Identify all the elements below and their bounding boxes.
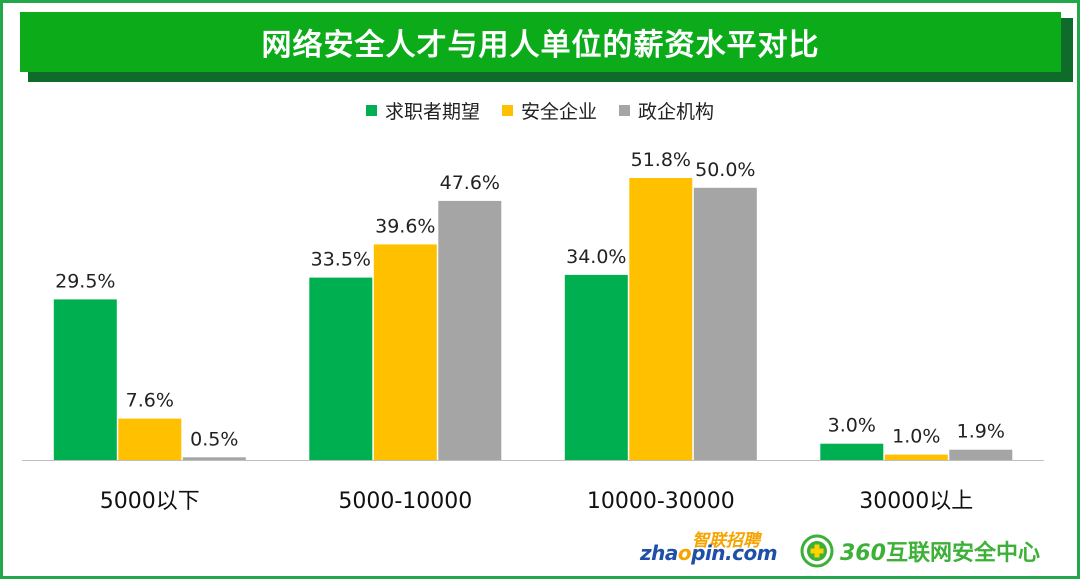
shield-plus-icon: [800, 534, 834, 568]
bar-3-3: [693, 187, 757, 461]
legend-swatch-1: [365, 104, 377, 116]
bar-3-4: [949, 449, 1013, 460]
bar-2-4: [884, 454, 948, 460]
bar-1-1: [53, 299, 117, 460]
legend-label-1: 求职者期望: [384, 100, 480, 123]
bar-1-4: [820, 443, 884, 460]
brand-360-num: 360: [840, 541, 886, 566]
bar-3-1: [182, 457, 246, 460]
legend-label-3: 政企机构: [638, 100, 715, 123]
legend: 求职者期望 安全企业 政企机构: [0, 96, 1080, 124]
category-label-3: 10000-30000: [587, 489, 735, 514]
zhaopin-logo-en-part1: zha: [640, 541, 678, 565]
data-label-1-1: 29.5%: [55, 270, 115, 292]
chart-title: 网络安全人才与用人单位的薪资水平对比: [261, 28, 820, 63]
bar-1-3: [564, 274, 628, 460]
legend-swatch-3: [619, 104, 630, 116]
data-label-3-2: 47.6%: [440, 172, 500, 194]
legend-item-3: 政企机构: [619, 97, 714, 124]
data-label-1-2: 33.5%: [311, 249, 371, 271]
bar-2-1: [118, 418, 182, 460]
zhaopin-logo-cn: 智联招聘: [692, 531, 760, 551]
data-label-1-4: 3.0%: [828, 415, 876, 437]
data-label-3-4: 1.9%: [957, 421, 1005, 443]
data-label-1-3: 34.0%: [566, 246, 626, 268]
title-bar: 网络安全人才与用人单位的薪资水平对比: [20, 12, 1061, 72]
category-label-4: 30000以上: [859, 489, 973, 514]
data-label-2-3: 51.8%: [631, 149, 691, 171]
brand-360-name: 互联网安全中心: [885, 541, 1040, 566]
bar-2-3: [629, 178, 693, 460]
data-label-2-1: 7.6%: [126, 390, 174, 412]
zhaopin-logo: 智联招聘 zhaopin.com: [640, 528, 778, 568]
bar-1-2: [309, 277, 373, 460]
zhaopin-logo-en-part2: pin.com: [691, 541, 778, 565]
legend-label-2: 安全企业: [520, 100, 597, 123]
category-label-1: 5000以下: [100, 489, 200, 514]
bar-2-2: [373, 244, 437, 460]
legend-item-2: 安全企业: [501, 97, 597, 124]
data-label-2-4: 1.0%: [892, 426, 940, 448]
data-label-2-2: 39.6%: [375, 215, 435, 237]
data-label-3-1: 0.5%: [190, 428, 238, 450]
legend-swatch-2: [501, 104, 513, 116]
data-label-3-3: 50.0%: [695, 159, 755, 181]
brand-360-text: 360互联网安全中心: [840, 535, 1040, 567]
brand-360-logo: 360互联网安全中心: [800, 534, 1070, 568]
category-label-2: 5000-10000: [338, 489, 472, 514]
zhaopin-logo-en-o: o: [677, 541, 692, 565]
legend-item-1: 求职者期望: [365, 97, 480, 124]
bar-3-2: [438, 200, 502, 460]
zhaopin-logo-en: zhaopin.com: [640, 541, 778, 565]
